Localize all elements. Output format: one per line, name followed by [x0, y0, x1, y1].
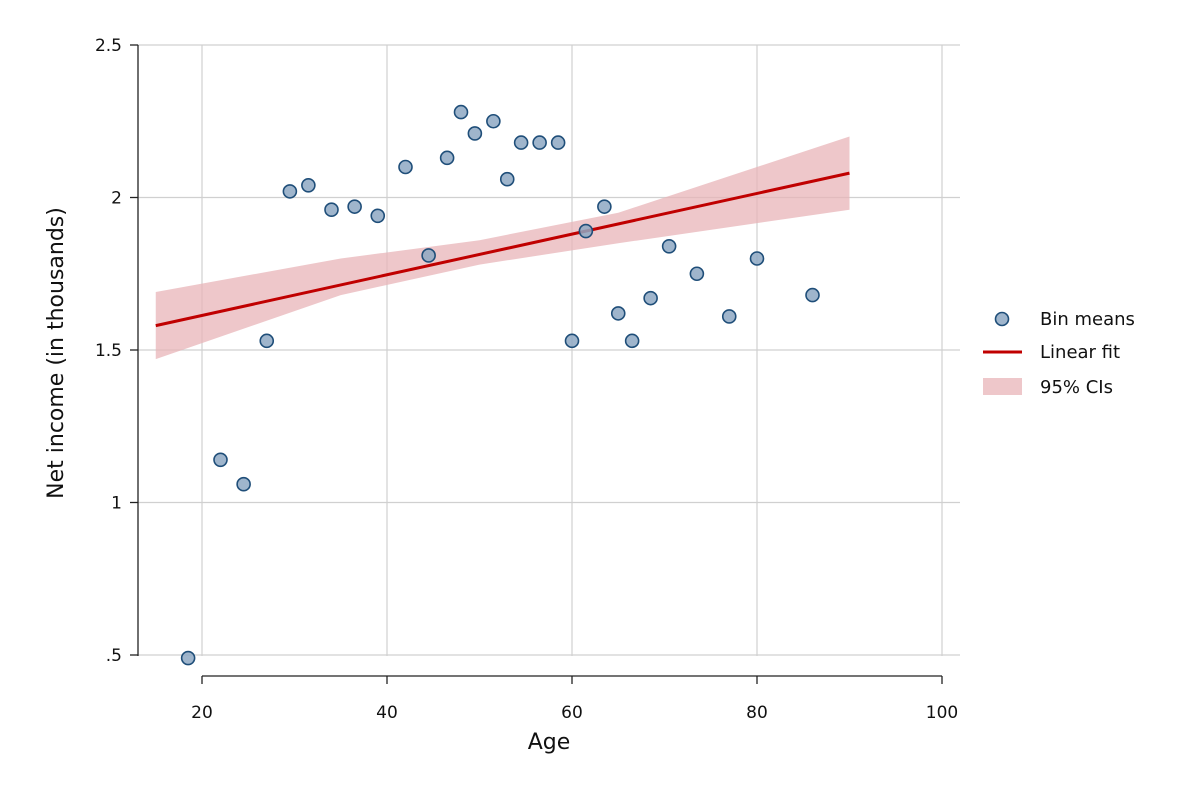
x-tick-label: 80: [746, 703, 768, 723]
fit-line-layer: [155, 171, 850, 328]
bin-mean-point: [259, 333, 275, 349]
bin-mean-point: [643, 290, 658, 306]
bin-mean-point: [213, 452, 228, 468]
bin-mean-point: [347, 199, 362, 214]
legend-label-bin-means: Bin means: [1040, 309, 1135, 330]
legend-label-ci: 95% CIs: [1040, 377, 1113, 398]
bin-mean-point: [661, 239, 677, 254]
bin-mean-point: [578, 223, 594, 239]
bin-mean-point: [564, 333, 580, 349]
y-tick-label: 2.5: [95, 36, 122, 56]
linear-fit-line: [155, 171, 850, 328]
bin-mean-point: [180, 650, 196, 666]
bin-mean-point: [439, 150, 455, 166]
x-tick-label: 40: [376, 703, 398, 723]
bin-mean-point: [301, 178, 316, 193]
grid: [138, 44, 960, 656]
legend: Bin means Linear fit 95% CIs: [983, 309, 1135, 398]
y-axis-title: Net income (in thousands): [44, 207, 69, 499]
x-axis-title: Age: [528, 730, 571, 755]
axes: [130, 44, 943, 684]
bin-mean-point: [499, 171, 515, 187]
y-tick-label: 1: [111, 494, 122, 514]
bin-mean-point: [282, 184, 298, 199]
bin-mean-point: [421, 248, 436, 263]
bin-mean-point: [532, 135, 547, 150]
x-tick-label: 20: [191, 703, 213, 723]
x-tick-label: 60: [561, 703, 583, 723]
legend-marker-ci: [983, 378, 1022, 395]
scatter-points-layer: [180, 104, 820, 666]
legend-marker-bin-means: [994, 311, 1010, 327]
y-tick-label: 1.5: [95, 341, 122, 361]
bin-mean-point: [453, 104, 469, 120]
y-tick-label: 2: [111, 189, 122, 209]
bin-mean-point: [236, 476, 251, 492]
bin-mean-point: [550, 135, 566, 150]
bin-mean-point: [624, 333, 640, 349]
tick-labels: .5 1 1.5 2 2.5 20 40 60 80 100: [95, 36, 958, 723]
bin-mean-point: [597, 199, 612, 214]
bin-mean-point: [370, 208, 386, 224]
bin-mean-point: [749, 251, 765, 266]
bin-mean-point: [486, 113, 501, 129]
bin-mean-point: [324, 202, 339, 217]
bin-mean-point: [398, 159, 413, 175]
bin-mean-point: [467, 126, 483, 141]
bin-mean-point: [721, 309, 737, 324]
y-tick-label: .5: [106, 646, 122, 666]
x-tick-label: 100: [926, 703, 958, 723]
bin-mean-point: [513, 135, 529, 150]
bin-mean-point: [689, 266, 705, 282]
bin-mean-point: [805, 287, 820, 303]
bin-mean-point: [610, 306, 626, 321]
legend-label-linear-fit: Linear fit: [1040, 342, 1120, 363]
